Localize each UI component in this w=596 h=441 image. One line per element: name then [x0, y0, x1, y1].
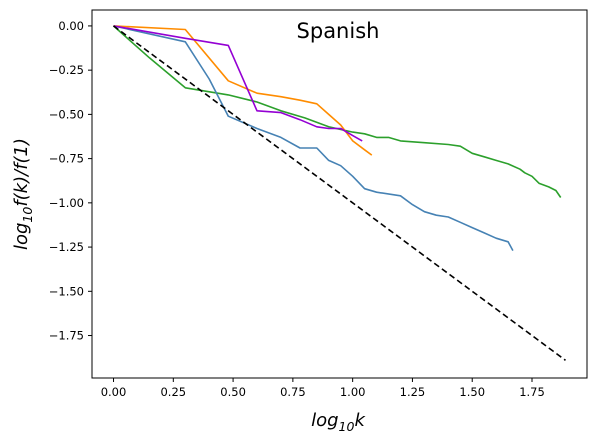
x-tick-label: 1.50 — [459, 385, 485, 399]
y-tick-label: −1.25 — [49, 240, 84, 254]
y-tick-label: −1.75 — [49, 329, 84, 343]
chart-title: Spanish — [297, 19, 380, 43]
x-axis-ticks: 0.00 0.25 0.50 0.75 1.00 1.25 1.50 1.75 — [101, 378, 545, 399]
x-axis-label: log10k — [311, 410, 366, 434]
y-axis-label: log10f(k)/f(1) — [11, 138, 35, 250]
y-axis-label-expression: f(k)/f(1) — [11, 138, 32, 207]
series-line-5 — [113, 25, 566, 361]
x-tick-label: 1.25 — [400, 385, 426, 399]
y-axis-ticks: 0.00 −0.25 −0.50 −0.75 −1.00 −1.25 −1.50 −1.75 — [49, 19, 92, 343]
y-tick-label: −0.25 — [49, 63, 84, 77]
y-axis-label-subscript: 10 — [20, 207, 35, 223]
x-tick-label: 1.00 — [340, 385, 366, 399]
series-line-4 — [113, 25, 363, 142]
series-line-2 — [113, 25, 514, 251]
series-line-1 — [112, 25, 562, 198]
x-axis-label-variable: k — [354, 410, 366, 431]
y-tick-label: 0.00 — [58, 19, 84, 33]
x-tick-label: 0.25 — [160, 385, 186, 399]
y-tick-label: −0.50 — [49, 107, 84, 121]
x-axis-label-subscript: 10 — [339, 419, 355, 434]
x-tick-label: 0.50 — [220, 385, 246, 399]
series-layer — [112, 25, 566, 361]
x-tick-label: 0.00 — [101, 385, 127, 399]
plot-frame — [91, 9, 588, 379]
y-tick-label: −0.75 — [49, 152, 84, 166]
x-tick-label: 0.75 — [280, 385, 306, 399]
x-axis-label-base: log — [311, 410, 338, 431]
y-axis-label-base: log — [11, 223, 32, 250]
y-tick-label: −1.50 — [49, 284, 84, 298]
series-line-3 — [113, 25, 373, 156]
x-tick-label: 1.75 — [519, 385, 545, 399]
y-tick-label: −1.00 — [49, 196, 84, 210]
